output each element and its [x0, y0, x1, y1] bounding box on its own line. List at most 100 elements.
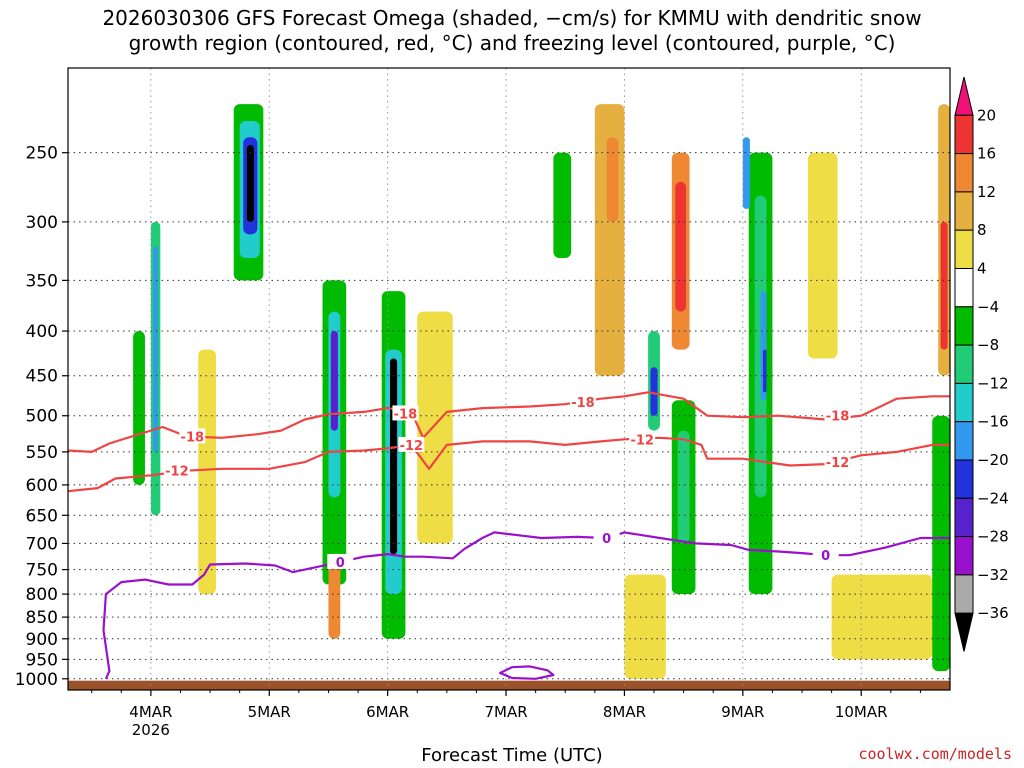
y-tick-label: 450 — [26, 367, 58, 387]
colorbar-label: −8 — [977, 336, 999, 354]
contour-label-bg — [398, 436, 425, 452]
x-tick-label: 7MAR — [484, 703, 527, 721]
y-tick-label: 750 — [26, 561, 58, 581]
omega-cell — [940, 221, 948, 350]
x-tick-label: 9MAR — [721, 703, 764, 721]
freezing-level-closed-contour — [499, 665, 555, 680]
colorbar-top-arrow — [954, 76, 974, 116]
contour-label: -12 — [826, 456, 850, 471]
colorbar-label: 20 — [977, 106, 996, 124]
omega-cell — [328, 559, 341, 639]
colorbar-segment — [954, 229, 974, 269]
contour-label-bg — [593, 529, 620, 545]
contour-label: -18 — [394, 407, 418, 422]
colorbar-label: 12 — [977, 183, 996, 201]
x-tick-label: 10MAR — [835, 703, 888, 721]
colorbar-label: 8 — [977, 221, 987, 239]
omega-cell — [330, 331, 338, 431]
omega-cell — [246, 145, 254, 222]
omega-cell — [932, 415, 950, 672]
contour-label-bg — [327, 553, 354, 569]
colorbar-label: −12 — [977, 374, 1009, 392]
y-tick-label: 250 — [26, 144, 58, 164]
plot-area: -18 -12 -18 -12 -18 -12 -18 -12 0 0 0 — [67, 68, 950, 690]
contour-label: 0 — [602, 532, 611, 547]
y-tick-label: 650 — [26, 506, 58, 526]
y-tick-label: 850 — [26, 608, 58, 628]
y-tick-label: 700 — [26, 534, 58, 554]
omega-cell — [831, 574, 933, 660]
contour-label: 0 — [821, 549, 830, 564]
y-tick-label: 550 — [26, 443, 58, 463]
omega-cell — [624, 574, 666, 679]
y-tick-label: 600 — [26, 476, 58, 496]
axes: 2503003504004505005506006507007508008509… — [15, 67, 951, 739]
y-tick-label: 400 — [26, 322, 58, 342]
omega-cell — [762, 349, 767, 393]
y-tick-label: 1000 — [15, 670, 58, 690]
colorbar-label: −24 — [977, 489, 1009, 507]
y-tick-label: 800 — [26, 585, 58, 605]
colorbar-segment — [954, 153, 974, 193]
y-tick-label: 300 — [26, 213, 58, 233]
contour-label-bg — [569, 393, 596, 409]
contour-minus12-line — [67, 436, 950, 493]
contour-label-bg — [812, 547, 839, 563]
y-tick-label: 900 — [26, 630, 58, 650]
ground-surface — [68, 680, 950, 690]
colorbar-label: −16 — [977, 413, 1009, 431]
colorbar-segment — [954, 114, 974, 155]
y-tick-label: 350 — [26, 271, 58, 291]
colorbar-segment — [954, 497, 974, 538]
omega-cell — [417, 311, 453, 544]
x-tick-label: 6MAR — [366, 703, 409, 721]
omega-cell — [650, 367, 658, 416]
omega-cell — [742, 137, 750, 210]
contour-label: -12 — [630, 433, 654, 448]
omega-cell — [677, 430, 690, 544]
colorbar-segment — [954, 536, 974, 576]
colorbar-label: −4 — [977, 298, 999, 316]
title-line-2: growth region (contoured, red, °C) and f… — [128, 31, 896, 55]
contour-label-bg — [179, 428, 206, 444]
colorbar-label: −28 — [977, 528, 1009, 546]
omega-cell — [390, 358, 398, 555]
y-tick-label: 500 — [26, 407, 58, 427]
contour-label-bg — [163, 462, 190, 478]
chart-title: 2026030306 GFS Forecast Omega (shaded, −… — [0, 6, 1024, 56]
colorbar-label: −32 — [977, 566, 1009, 584]
omega-cell — [553, 152, 572, 259]
contour-label: -18 — [571, 396, 595, 411]
omega-cell — [754, 195, 767, 498]
contour-label: 0 — [336, 556, 345, 571]
colorbar-label: −20 — [977, 451, 1009, 469]
colorbar-segment — [954, 191, 974, 231]
omega-cell — [133, 331, 145, 485]
y-tick-label: 950 — [26, 650, 58, 670]
colorbar-bottom-arrow — [954, 612, 974, 652]
colorbar-segment — [954, 344, 974, 384]
colorbar-segment — [954, 459, 974, 499]
omega-cell — [198, 349, 216, 595]
source-credit: coolwx.com/models — [858, 745, 1012, 763]
colorbar-segment — [954, 268, 974, 308]
omega-cell — [153, 246, 158, 452]
x-tick-label: 8MAR — [603, 703, 646, 721]
contour-label-bg — [824, 407, 851, 423]
plot-frame — [67, 67, 951, 691]
x-tick-label: 5MAR — [248, 703, 291, 721]
colorbar: 20 16 12 8 4 −4 −8 −12 −16 −20 −24 −28 −32 −36 — [954, 76, 1009, 652]
contour-label: -12 — [165, 465, 189, 480]
contour-label-bg — [824, 454, 851, 470]
title-line-1: 2026030306 GFS Forecast Omega (shaded, −… — [102, 6, 922, 30]
x-tick-sublabel: 2026 — [132, 721, 170, 739]
colorbar-segment — [954, 382, 974, 423]
freezing-level-line — [102, 531, 950, 680]
omega-cell — [807, 152, 838, 359]
colorbar-segment — [954, 574, 974, 614]
colorbar-label: −36 — [977, 604, 1009, 622]
colorbar-segment — [954, 306, 974, 346]
contour-label-bg — [629, 431, 656, 447]
omega-cell — [675, 181, 686, 312]
